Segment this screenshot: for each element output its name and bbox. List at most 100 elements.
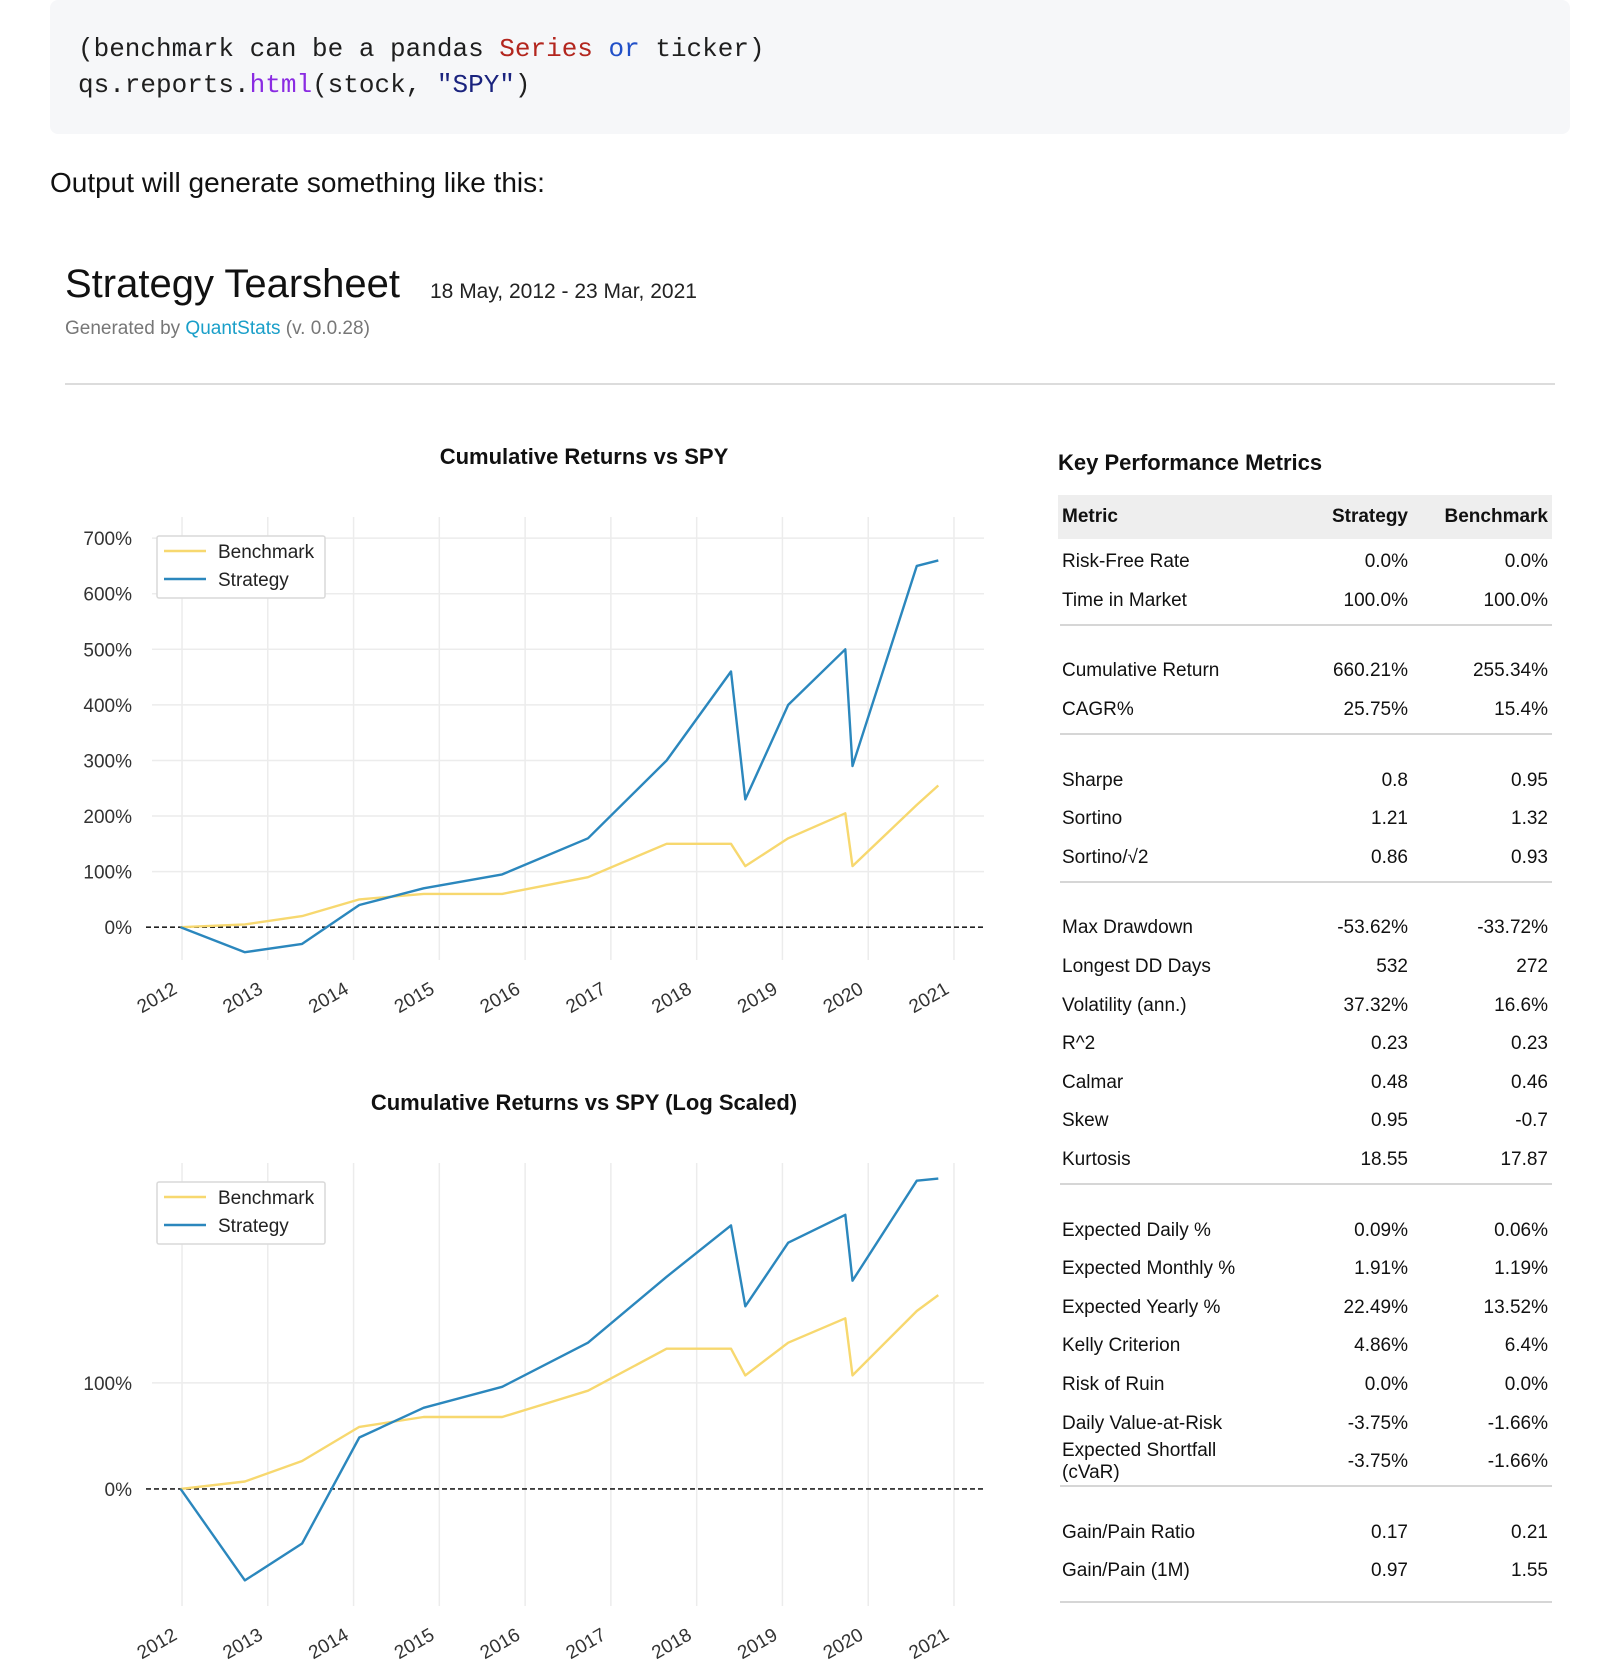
intro-text: Output will generate something like this… xyxy=(50,167,545,198)
metric-benchmark-value: -1.66% xyxy=(1487,1412,1548,1434)
metric-strategy-value: 0.95 xyxy=(1371,1110,1408,1132)
metric-name: Longest DD Days xyxy=(1062,956,1211,978)
chart-title: Cumulative Returns vs SPY xyxy=(440,444,729,469)
metric-benchmark-value: 13.52% xyxy=(1483,1296,1548,1318)
quantstats-link[interactable]: QuantStats xyxy=(185,318,281,339)
metric-row: Expected Shortfall (cVaR) -3.75% -1.66% xyxy=(1058,1440,1552,1484)
metric-row: Volatility (ann.) 37.32% 16.6% xyxy=(1058,986,1552,1025)
y-tick-label: 500% xyxy=(83,640,132,661)
metric-name: Expected Daily % xyxy=(1062,1219,1211,1241)
metric-strategy-value: 25.75% xyxy=(1343,699,1408,721)
metric-row: R^2 0.23 0.23 xyxy=(1058,1025,1552,1064)
y-tick-label: 200% xyxy=(83,807,132,828)
metric-strategy-value: 0.97 xyxy=(1371,1560,1408,1582)
x-tick-label: 2019 xyxy=(734,979,781,1018)
x-tick-label: 2020 xyxy=(820,979,867,1018)
cumulative-returns-log-chart: Cumulative Returns vs SPY (Log Scaled) 20… xyxy=(70,1078,1030,1668)
metrics-group-divider xyxy=(1060,881,1552,909)
y-tick-label: 0% xyxy=(105,918,133,939)
x-tick-label: 2020 xyxy=(820,1625,867,1664)
report-title: Strategy Tearsheet xyxy=(65,262,401,306)
metrics-group-divider xyxy=(1060,1600,1552,1603)
metric-name: Time in Market xyxy=(1062,589,1187,611)
benchmark-series-line xyxy=(180,784,940,929)
header-metric: Metric xyxy=(1062,506,1118,527)
metrics-group-divider xyxy=(1060,1485,1552,1513)
strategy-series-line xyxy=(179,1177,939,1582)
x-tick-label: 2012 xyxy=(134,979,181,1018)
metric-strategy-value: 0.86 xyxy=(1371,846,1408,868)
metric-benchmark-value: 0.0% xyxy=(1504,1373,1548,1395)
header-divider xyxy=(65,383,1555,385)
x-tick-label: 2021 xyxy=(906,1625,953,1664)
code-block: (benchmark can be a pandas Series or tic… xyxy=(50,0,1570,134)
legend-label: Strategy xyxy=(218,570,289,591)
code-line-call: qs.reports.html(stock, "SPY") xyxy=(78,70,531,100)
metric-strategy-value: 660.21% xyxy=(1332,660,1408,682)
y-tick-label: 300% xyxy=(83,751,132,772)
metric-benchmark-value: 16.6% xyxy=(1494,994,1548,1016)
metric-benchmark-value: -0.7 xyxy=(1515,1110,1548,1132)
metric-benchmark-value: 15.4% xyxy=(1494,699,1548,721)
y-tick-label: 0% xyxy=(105,1480,133,1501)
metric-row: Kelly Criterion 4.86% 6.4% xyxy=(1058,1327,1552,1366)
metric-row: Sortino 1.21 1.32 xyxy=(1058,800,1552,839)
metric-name: CAGR% xyxy=(1062,699,1134,721)
x-tick-label: 2017 xyxy=(563,1625,610,1664)
x-tick-label: 2013 xyxy=(219,1625,266,1664)
metric-row: Risk of Ruin 0.0% 0.0% xyxy=(1058,1366,1552,1405)
metric-name: Expected Yearly % xyxy=(1062,1296,1221,1318)
metric-row: Expected Daily % 0.09% 0.06% xyxy=(1058,1211,1552,1250)
metric-row: Cumulative Return 660.21% 255.34% xyxy=(1058,652,1552,691)
metric-name: Risk of Ruin xyxy=(1062,1373,1165,1395)
metric-strategy-value: 532 xyxy=(1376,956,1408,978)
metric-row: Gain/Pain (1M) 0.97 1.55 xyxy=(1058,1552,1552,1591)
generated-by: Generated by QuantStats (v. 0.0.28) xyxy=(65,318,370,339)
metric-benchmark-value: 0.93 xyxy=(1511,846,1548,868)
metric-benchmark-value: 272 xyxy=(1516,956,1548,978)
report-date-range: 18 May, 2012 - 23 Mar, 2021 xyxy=(430,280,697,303)
metric-row: Time in Market 100.0% 100.0% xyxy=(1058,582,1552,621)
metric-benchmark-value: 0.46 xyxy=(1511,1071,1548,1093)
cumulative-returns-chart: Cumulative Returns vs SPY 2012 2013 2014 201… xyxy=(70,432,1030,1022)
metrics-title: Key Performance Metrics xyxy=(1058,450,1323,475)
x-tick-label: 2013 xyxy=(219,979,266,1018)
metric-benchmark-value: 255.34% xyxy=(1472,660,1548,682)
metric-benchmark-value: 1.55 xyxy=(1511,1560,1548,1582)
metric-benchmark-value: 0.21 xyxy=(1511,1521,1548,1543)
metric-name: Sortino xyxy=(1062,808,1123,830)
y-tick-label: 400% xyxy=(83,696,132,717)
metric-name: Gain/Pain (1M) xyxy=(1062,1560,1190,1582)
benchmark-series-line xyxy=(180,1294,940,1491)
strategy-series-line xyxy=(180,559,939,954)
metric-name: Expected Shortfall (cVaR) xyxy=(1062,1440,1217,1484)
metric-row: Longest DD Days 532 272 xyxy=(1058,948,1552,987)
metric-name: Sortino/√2 xyxy=(1062,846,1149,868)
metric-benchmark-value: 6.4% xyxy=(1504,1335,1548,1357)
header-strategy: Strategy xyxy=(1331,506,1408,527)
metric-strategy-value: 37.32% xyxy=(1343,994,1408,1016)
metric-strategy-value: 4.86% xyxy=(1354,1335,1408,1357)
legend-label: Benchmark xyxy=(218,542,315,563)
x-tick-label: 2016 xyxy=(477,1625,524,1664)
x-tick-label: 2017 xyxy=(563,979,610,1018)
metric-benchmark-value: -33.72% xyxy=(1477,917,1548,939)
metric-benchmark-value: 0.23 xyxy=(1511,1033,1548,1055)
chart-legend: Benchmark Strategy xyxy=(156,535,326,599)
y-tick-label: 100% xyxy=(83,1374,132,1395)
metric-benchmark-value: 1.32 xyxy=(1511,808,1548,830)
metric-row: Max Drawdown -53.62% -33.72% xyxy=(1058,909,1552,948)
metric-name: Kelly Criterion xyxy=(1062,1335,1181,1357)
metric-name: Cumulative Return xyxy=(1062,660,1220,682)
metrics-table: Metric Strategy Benchmark Risk-Free Rate… xyxy=(1058,495,1552,1603)
x-tick-label: 2015 xyxy=(391,1625,438,1664)
metric-row: Expected Monthly % 1.91% 1.19% xyxy=(1058,1250,1552,1289)
metrics-group-divider xyxy=(1060,733,1552,761)
metric-row: Sortino/√2 0.86 0.93 xyxy=(1058,839,1552,878)
metrics-group-divider xyxy=(1060,1183,1552,1211)
x-tick-label: 2014 xyxy=(305,978,352,1018)
metric-name: R^2 xyxy=(1062,1033,1096,1055)
metric-row: CAGR% 25.75% 15.4% xyxy=(1058,691,1552,730)
metrics-group-divider xyxy=(1060,624,1552,652)
metric-benchmark-value: -1.66% xyxy=(1487,1451,1548,1473)
